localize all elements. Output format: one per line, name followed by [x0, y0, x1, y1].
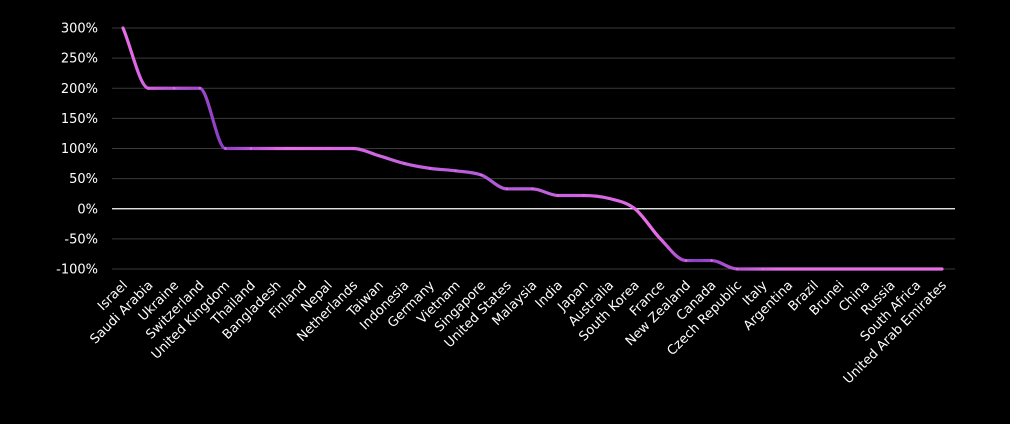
data-points	[121, 26, 944, 271]
y-tick-label: 150%	[61, 112, 98, 127]
data-point-russia	[889, 267, 893, 271]
data-point-south-africa	[915, 267, 918, 271]
data-point-united-arab-emirates	[940, 267, 944, 271]
data-point-netherlands	[352, 147, 355, 150]
y-tick-label: 200%	[61, 82, 98, 97]
data-point-australia	[608, 197, 611, 200]
data-point-germany	[428, 167, 432, 170]
data-point-india	[556, 194, 560, 197]
y-axis-tick-labels: 300% 250% 200% 150% 100% 50% 0% -50% -100%	[56, 22, 98, 278]
data-point-finland	[300, 147, 304, 150]
gridlines	[112, 27, 955, 270]
y-tick-label: -100%	[56, 263, 98, 278]
data-point-thailand	[249, 147, 253, 150]
data-point-france	[659, 237, 662, 241]
data-point-saudi-arabia	[147, 87, 150, 90]
y-tick-label: 100%	[61, 142, 98, 157]
data-point-canada	[710, 259, 713, 262]
data-point-italy	[761, 267, 765, 271]
data-point-indonesia	[403, 162, 406, 165]
data-point-czech-republic	[736, 267, 739, 271]
y-tick-label: 250%	[61, 52, 98, 67]
data-point-malaysia	[531, 187, 534, 191]
y-tick-label: 50%	[69, 172, 98, 187]
data-point-brunei	[838, 267, 841, 271]
data-point-china	[864, 267, 867, 271]
y-tick-label: 0%	[77, 202, 98, 217]
y-tick-label: -50%	[64, 232, 98, 247]
data-point-ukraine	[172, 87, 176, 90]
data-point-nepal	[326, 147, 329, 150]
y-tick-label: 300%	[61, 22, 98, 37]
data-point-israel	[121, 26, 125, 30]
data-point-south-korea	[633, 207, 637, 210]
data-point-brazil	[812, 267, 816, 271]
data-point-vietnam	[454, 169, 457, 172]
data-point-new-zealand	[684, 259, 688, 262]
data-point-united-kingdom	[224, 147, 227, 150]
data-point-bangladesh	[275, 147, 278, 150]
data-point-japan	[582, 194, 585, 197]
data-point-taiwan	[377, 154, 381, 157]
data-point-united-states	[505, 187, 509, 191]
data-point-switzerland	[198, 87, 201, 90]
data-point-argentina	[787, 267, 790, 271]
data-point-singapore	[480, 173, 483, 177]
